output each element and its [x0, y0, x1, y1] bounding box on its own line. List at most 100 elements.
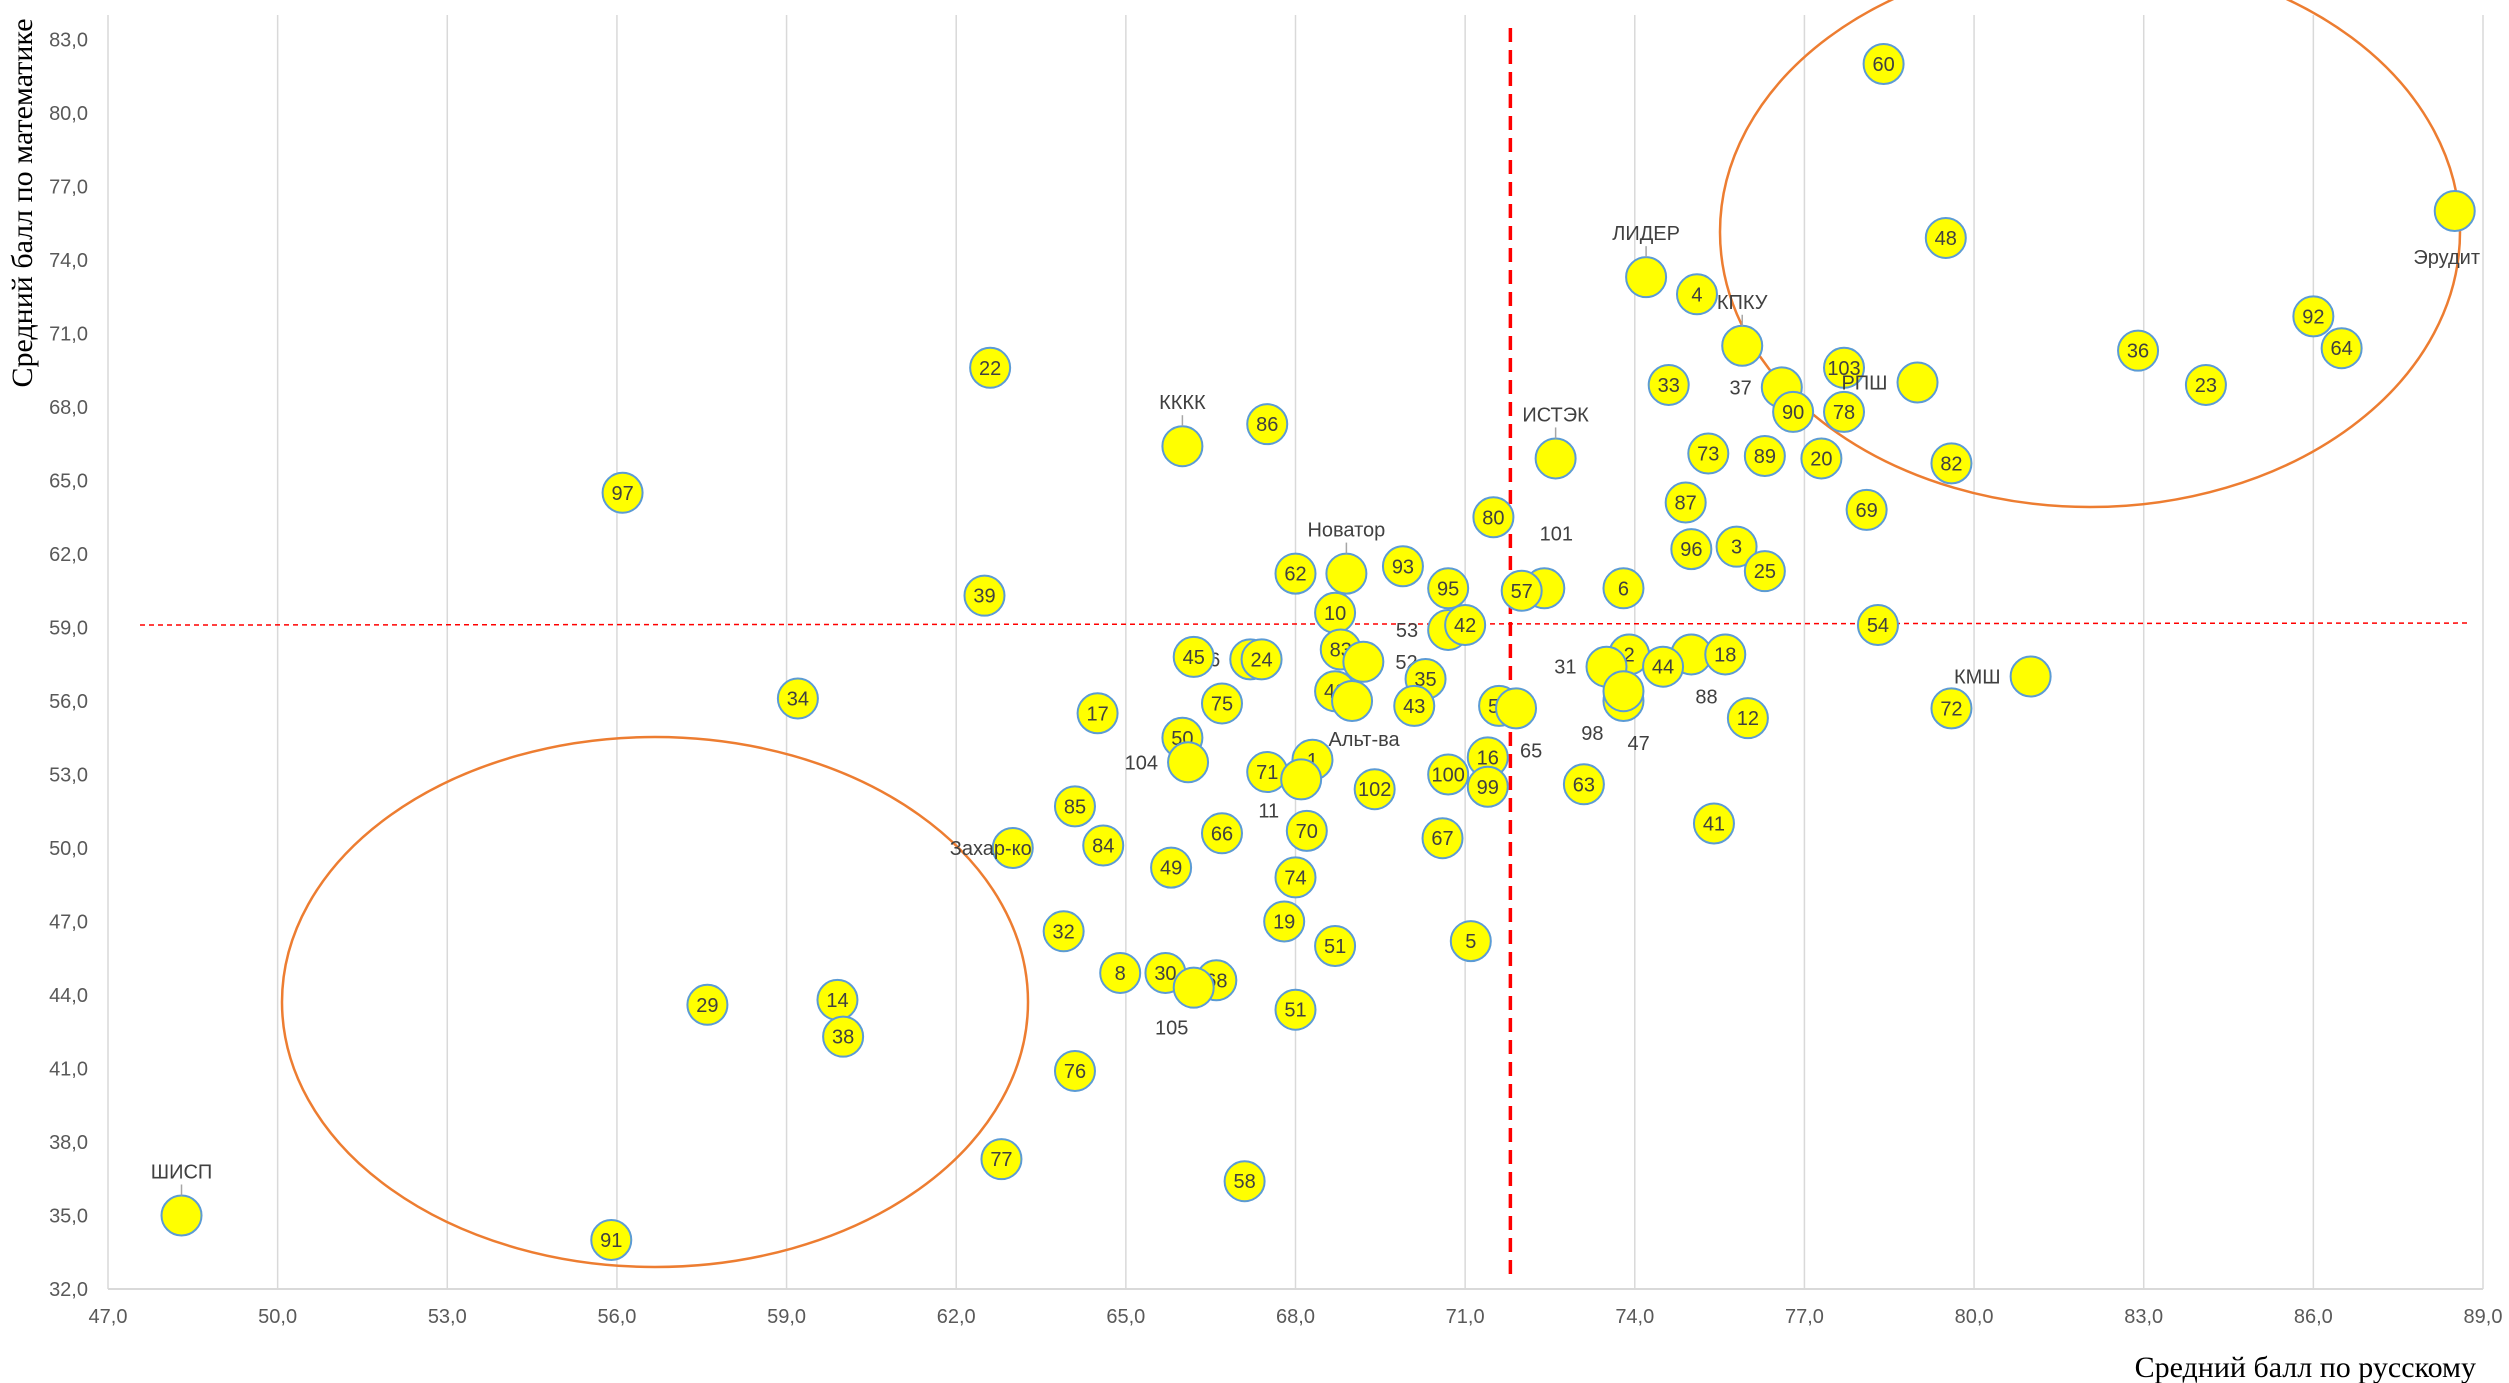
point-label: 2: [1624, 644, 1635, 666]
point-label: 86: [1256, 414, 1278, 436]
data-point: 3: [1715, 525, 1758, 568]
data-point: 66: [1200, 812, 1243, 855]
point-marker: [1704, 633, 1747, 676]
data-point: 36: [2117, 329, 2160, 372]
point-marker: [980, 1138, 1023, 1181]
point-label: 48: [1935, 228, 1957, 250]
data-point: ИСТЭК: [1522, 404, 1589, 480]
point-marker: [1726, 697, 1769, 740]
data-point: 87: [1664, 481, 1707, 524]
x-tick-label: 50,0: [258, 1306, 297, 1328]
point-marker: [1172, 635, 1215, 678]
point-label: 35: [1414, 669, 1436, 691]
point-label: 33: [1658, 375, 1680, 397]
point-marker: [1444, 604, 1487, 647]
point-label: Новатор: [1307, 520, 1385, 542]
y-tick-label: 83,0: [49, 30, 88, 52]
point-marker: [2009, 655, 2052, 698]
point-label: 38: [832, 1027, 854, 1049]
point-label: 71: [1256, 762, 1278, 784]
point-marker: [1715, 525, 1758, 568]
data-point: 54: [1856, 604, 1899, 647]
point-label: 1: [1307, 750, 1318, 772]
cluster-ellipse-low: [280, 735, 1030, 1269]
data-point: 97: [601, 471, 644, 514]
y-tick-label: 65,0: [49, 471, 88, 493]
data-point: 91: [590, 1219, 633, 1261]
point-label: 88: [1695, 686, 1717, 708]
point-label: 43: [1403, 696, 1425, 718]
point-label: 85: [1064, 796, 1086, 818]
point-label: 75: [1211, 693, 1233, 715]
data-point: 32: [1042, 910, 1085, 953]
point-label: 66: [1211, 823, 1233, 845]
point-marker: [1772, 390, 1815, 433]
point-label: 65: [1520, 740, 1542, 762]
y-tick-label: 62,0: [49, 544, 88, 566]
point-label: Эрудит: [2413, 247, 2480, 269]
point-marker: [1562, 763, 1605, 806]
point-label: КМШ: [1954, 667, 2001, 689]
y-tick-label: 53,0: [49, 765, 88, 787]
data-point: 16: [1466, 736, 1509, 779]
point-label: Альт-ва: [1328, 729, 1400, 751]
point-label: 102: [1358, 779, 1391, 801]
data-point: Новатор: [1307, 520, 1385, 595]
point-marker: [1743, 435, 1786, 477]
data-point: 63: [1562, 763, 1605, 806]
data-point: 39: [963, 574, 1006, 617]
data-point: 24: [1240, 638, 1283, 681]
point-marker: [1823, 346, 1866, 389]
data-point: 70: [1285, 809, 1328, 852]
point-marker: [1687, 432, 1730, 475]
point-label: Захар-ко: [950, 838, 1032, 860]
point-marker: [160, 1194, 203, 1237]
point-marker: [1427, 567, 1470, 610]
point-label: 95: [1437, 578, 1459, 600]
point-label: 104: [1125, 752, 1158, 774]
point-marker: [1500, 569, 1543, 612]
point-marker: [2117, 329, 2160, 372]
point-label: 51: [1284, 1000, 1306, 1022]
data-point: Эрудит: [2413, 190, 2480, 269]
data-point: 57: [1500, 569, 1543, 612]
point-label: 47: [1627, 733, 1649, 755]
point-label: 72: [1940, 698, 1962, 720]
point-label: 62: [1284, 564, 1306, 586]
point-label: 57: [1511, 581, 1533, 603]
point-marker: [1353, 768, 1396, 811]
point-label: 64: [2331, 338, 2353, 360]
point-marker: [1449, 920, 1492, 963]
data-point: 72: [1930, 687, 1973, 730]
data-point: 33: [1647, 363, 1690, 406]
data-point: 17: [1076, 692, 1119, 735]
data-point: ШИСП: [151, 1162, 212, 1237]
point-marker: [1856, 604, 1899, 647]
data-point: 52: [1342, 640, 1418, 683]
data-point: 34: [776, 677, 819, 720]
point-marker: [1200, 812, 1243, 855]
point-marker: [1167, 741, 1210, 784]
data-point: 22: [969, 346, 1012, 389]
point-marker: [1274, 856, 1317, 899]
data-point: 43: [1393, 684, 1436, 727]
data-point: 65: [1495, 687, 1542, 762]
point-label: 8: [1115, 963, 1126, 985]
point-marker: [590, 1219, 633, 1261]
point-label: 34: [787, 689, 809, 711]
point-label: 31: [1554, 657, 1576, 679]
point-label: 84: [1092, 836, 1114, 858]
point-label: 101: [1540, 523, 1573, 545]
data-point: 19: [1263, 900, 1306, 943]
y-axis-ticks: 32,0 35,0 38,0 41,0 44,0 47,0 50,0 53,0 56,0 59,0…: [49, 30, 88, 1302]
data-point: 78: [1823, 390, 1866, 433]
point-label: 32: [1053, 921, 1075, 943]
data-point: 6: [1602, 567, 1645, 610]
data-point: 90: [1772, 390, 1815, 433]
point-label: 89: [1754, 446, 1776, 468]
point-label: 25: [1754, 561, 1776, 583]
point-label: 78: [1833, 402, 1855, 424]
data-point: 99: [1466, 765, 1509, 808]
data-point: 69: [1845, 488, 1888, 531]
data-point: 74: [1274, 856, 1317, 899]
